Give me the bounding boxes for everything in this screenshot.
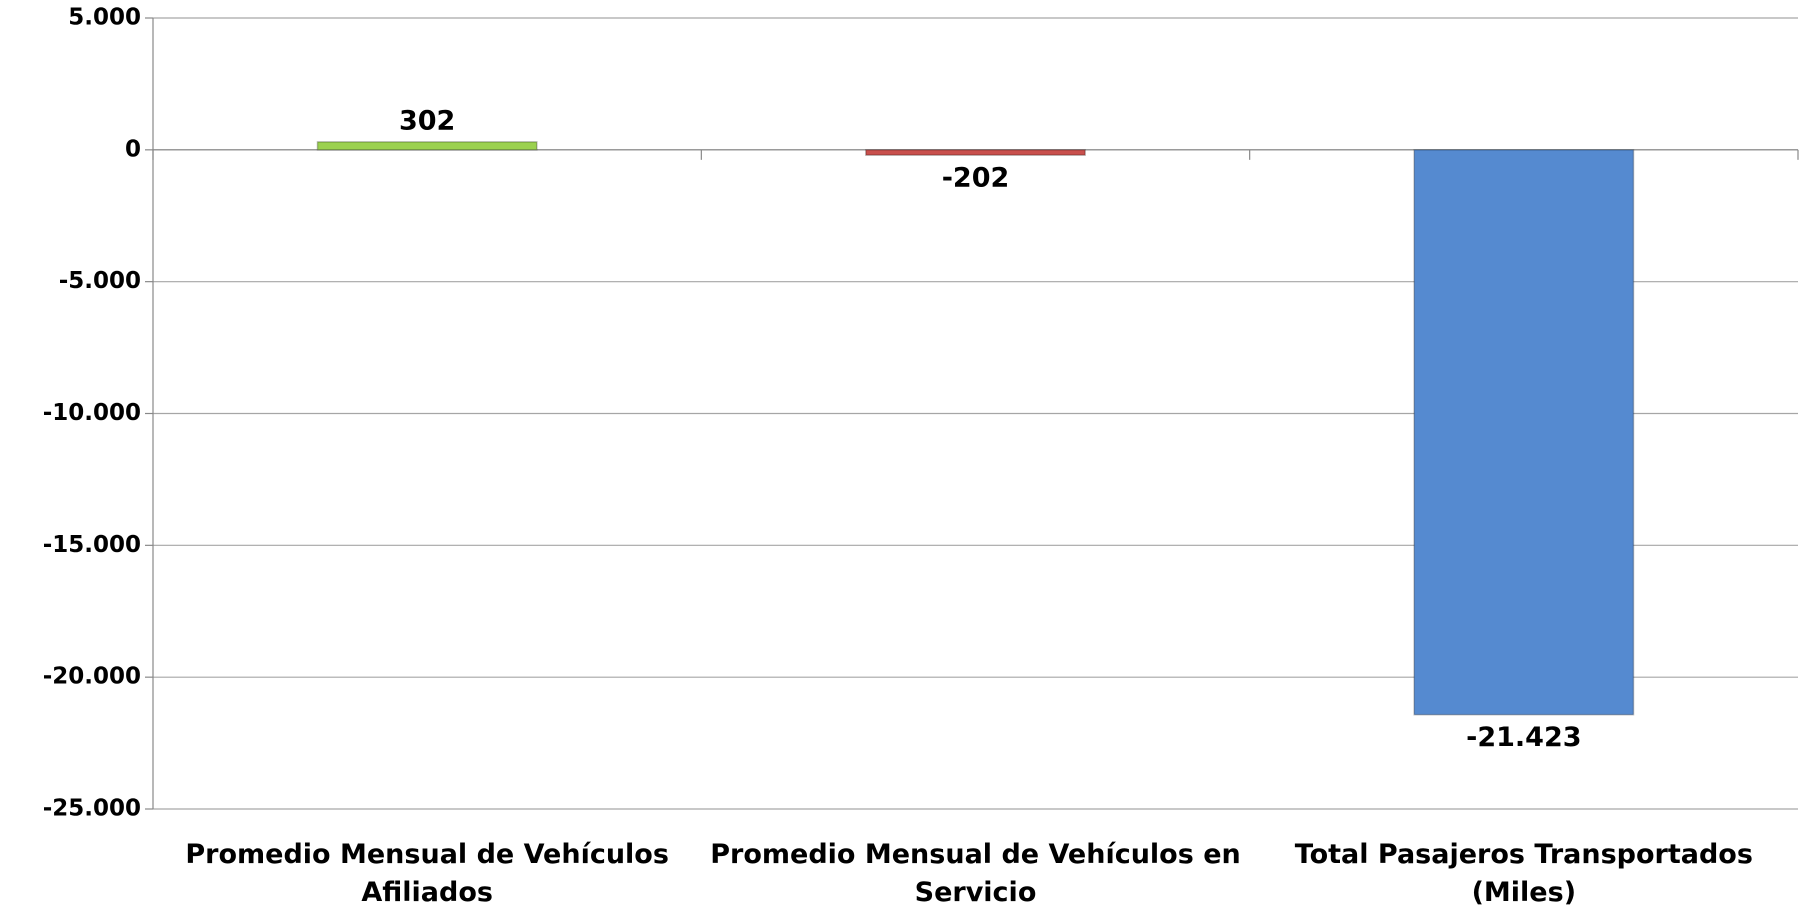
x-tick-label: Promedio Mensual de Vehículos Afiliados (185, 839, 669, 908)
y-tick-label: 5.000 (68, 5, 141, 31)
value-label: -202 (942, 163, 1010, 194)
y-tick-label: -25.000 (43, 796, 141, 822)
y-tick-label: 0 (125, 136, 141, 162)
bar (316, 141, 538, 151)
y-tick-label: -10.000 (43, 400, 141, 426)
x-tick-label: Total Pasajeros Transportados (Miles) (1294, 839, 1753, 908)
y-tick-label: -5.000 (59, 268, 141, 294)
bar (1413, 149, 1635, 716)
bar (865, 149, 1086, 156)
y-tick-label: -15.000 (43, 532, 141, 558)
x-tick-label: Promedio Mensual de Vehículos en Servici… (710, 839, 1241, 908)
value-label: 302 (399, 105, 455, 136)
y-tick-label: -20.000 (43, 664, 141, 690)
value-label: -21.423 (1466, 722, 1581, 753)
